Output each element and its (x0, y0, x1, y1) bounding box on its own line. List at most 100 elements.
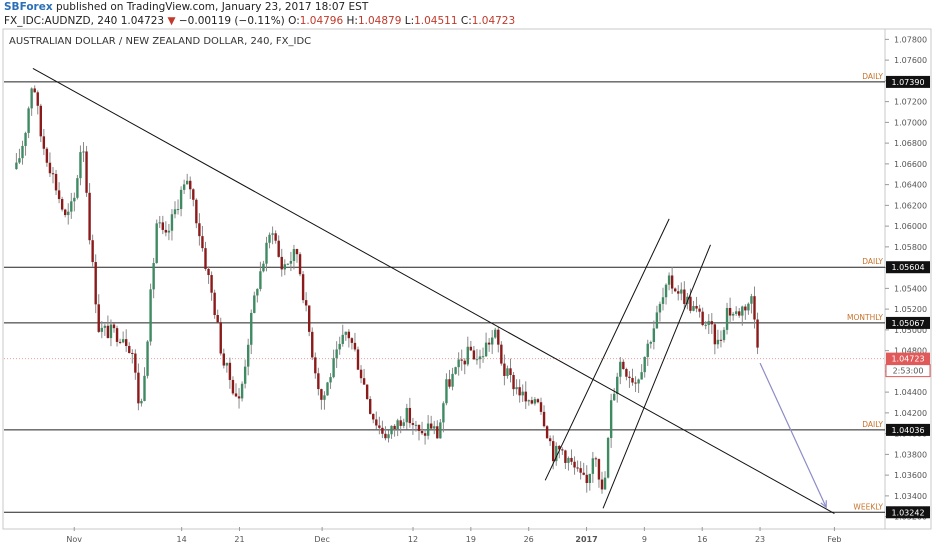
candle-body-down (713, 324, 717, 345)
candle-body-up (515, 387, 518, 390)
last-price: 1.04723 (120, 15, 165, 27)
symbol-label: FX_IDC:AUDNZD, 240 (4, 15, 118, 27)
candle-body-up (323, 395, 326, 400)
candle-body-up (612, 393, 616, 401)
candle-body-down (137, 372, 140, 404)
candle-body-up (240, 383, 244, 399)
candle-body-up (292, 249, 296, 261)
candle-body-down (36, 92, 39, 106)
candle-body-down (63, 209, 67, 216)
candle-body-up (82, 151, 85, 153)
candle-body-up (478, 356, 482, 360)
candle-body-up (637, 379, 640, 384)
candle-body-up (603, 477, 607, 490)
candle-body-down (192, 189, 195, 200)
trendline-descending (32, 67, 835, 514)
candle-body-up (655, 312, 659, 329)
candle-body-up (439, 422, 442, 439)
candle-body-down (573, 461, 576, 468)
level-name: DAILY (862, 72, 883, 81)
chart-pane[interactable] (2, 28, 886, 530)
candle-body-down (97, 304, 100, 332)
candle-body-up (185, 180, 189, 185)
y-tick-label: 1.05200 (894, 305, 927, 314)
x-tick-label: 2017 (575, 535, 597, 544)
candle-body-down (460, 359, 463, 361)
x-tick-label: 9 (642, 535, 647, 544)
candle-body-up (722, 329, 726, 341)
candle-body-down (634, 382, 637, 384)
candle-body-down (500, 344, 503, 364)
candle-body-up (643, 356, 646, 373)
candle-body-down (393, 425, 396, 430)
x-tick-label: 21 (234, 535, 244, 544)
candle-body-down (274, 233, 277, 241)
level-name: DAILY (862, 257, 883, 266)
y-tick-label: 1.07600 (894, 56, 927, 65)
candle-body-up (750, 296, 753, 304)
candle-body-up (286, 263, 290, 265)
level-price-label: 1.04036 (891, 426, 924, 435)
x-tick-label: Dec (314, 535, 329, 544)
level-price-label: 1.05604 (891, 263, 924, 272)
candle-body-up (179, 189, 183, 210)
x-tick-label: 16 (697, 535, 707, 544)
y-tick-label: 1.07800 (894, 35, 927, 44)
candle-body-down (530, 400, 534, 404)
candle-body-down (106, 325, 110, 339)
candle-body-down (228, 362, 232, 380)
candle-body-down (280, 256, 283, 270)
candle-body-down (204, 248, 207, 269)
y-axis: 1.078001.076001.074001.072001.070001.068… (885, 35, 931, 522)
candle-body-down (222, 353, 225, 366)
level-price-box (886, 506, 930, 519)
level-price-label: 1.05067 (891, 319, 924, 328)
author-link[interactable]: SBForex (4, 1, 53, 13)
y-tick-label: 1.07000 (894, 118, 927, 127)
candle-body-down (701, 311, 704, 325)
close-label: C: (460, 15, 472, 27)
candle-body-down (518, 387, 521, 396)
candle-body-up (140, 400, 143, 404)
candle-body-up (176, 209, 180, 211)
level-price-box (886, 423, 930, 436)
publish-line: SBForex published on TradingView.com, Ja… (4, 0, 924, 14)
candle-body-down (213, 292, 216, 315)
candle-body-up (591, 458, 595, 474)
candle-body-up (152, 263, 155, 290)
candle-body-up (326, 382, 329, 396)
candle-body-up (155, 223, 158, 264)
candle-body-up (433, 426, 436, 429)
projection-arrowhead-icon (820, 500, 827, 509)
candle-body-down (94, 262, 97, 305)
y-tick-label: 1.03800 (894, 450, 927, 459)
candle-body-down (558, 445, 561, 450)
x-tick-label: 19 (466, 535, 476, 544)
last-price-label: 1.04723 (891, 355, 924, 364)
candle-body-down (231, 379, 235, 394)
candle-body-down (524, 391, 527, 402)
candle-body-up (143, 375, 146, 401)
candle-body-up (146, 341, 149, 376)
candle-body-down (423, 433, 427, 436)
candle-body-up (405, 407, 408, 423)
level-price-box (886, 316, 930, 329)
candle-body-down (45, 148, 49, 163)
open-label: O: (288, 15, 300, 27)
candle-body-down (195, 199, 198, 224)
candle-body-up (555, 445, 558, 462)
candle-body-up (640, 372, 643, 380)
candle-body-down (112, 324, 116, 329)
countdown-box (885, 364, 931, 378)
candle-body-down (512, 375, 515, 390)
candle-layer (15, 85, 759, 494)
candle-body-down (448, 379, 451, 387)
candle-body-up (170, 214, 174, 231)
candle-body-down (375, 419, 378, 426)
level-name: WEEKLY (853, 502, 883, 511)
candle-body-down (91, 240, 94, 263)
open-value: 1.04796 (299, 15, 344, 27)
trendline-channel-lower (602, 244, 711, 509)
price-axis-pane[interactable] (884, 28, 932, 530)
